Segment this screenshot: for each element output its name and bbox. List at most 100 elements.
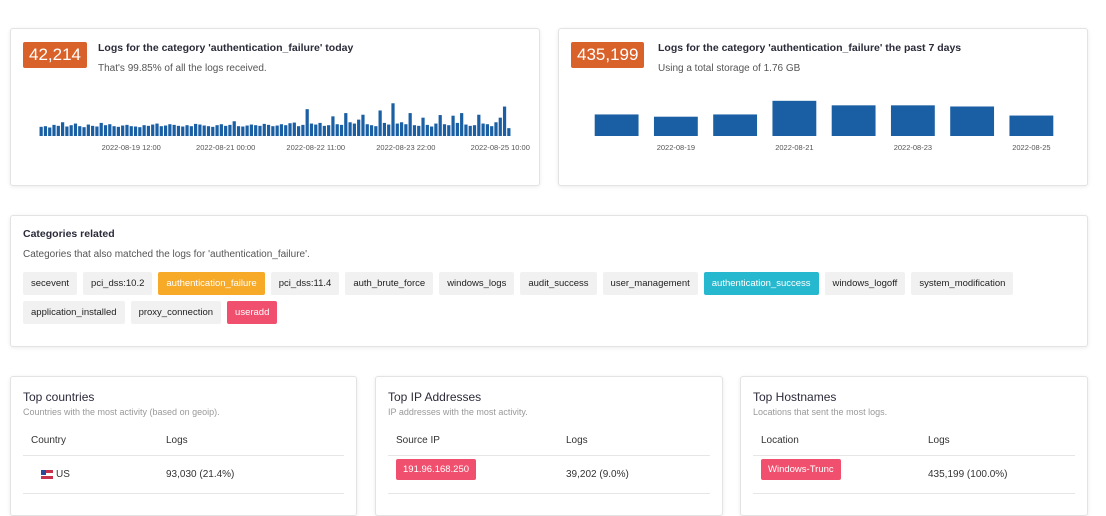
- card-title: Top countries: [23, 390, 95, 404]
- bar: [391, 103, 395, 136]
- category-tag[interactable]: windows_logoff: [824, 272, 906, 295]
- bar: [138, 127, 142, 136]
- bar: [713, 114, 758, 136]
- bar: [296, 126, 301, 136]
- tag-list: secevent pci_dss:10.2 authentication_failu…: [23, 272, 1063, 324]
- bar: [365, 124, 369, 136]
- bar: [434, 123, 438, 136]
- bar: [146, 125, 151, 136]
- card-subtitle: Countries with the most activity (based …: [23, 407, 220, 417]
- bar: [254, 125, 258, 136]
- category-tag[interactable]: auth_brute_force: [345, 272, 434, 295]
- x-tick-label: 2022-08-19 12:00: [102, 143, 161, 152]
- category-tag[interactable]: user_management: [602, 272, 698, 295]
- host-badge[interactable]: Windows-Trunc: [761, 459, 841, 480]
- ip-badge[interactable]: 191.96.168.250: [396, 459, 477, 480]
- divider: [388, 493, 710, 494]
- cell: 435,199 (100.0%): [928, 469, 1008, 480]
- bar: [279, 124, 284, 136]
- column-header: Logs: [928, 435, 950, 446]
- bar: [262, 123, 266, 136]
- bar: [399, 122, 404, 136]
- bar: [507, 128, 511, 136]
- bar: [65, 126, 69, 136]
- bar: [271, 126, 275, 136]
- bar: [198, 124, 202, 136]
- bar: [48, 127, 52, 136]
- bar: [442, 124, 447, 136]
- bar: [91, 125, 95, 136]
- x-tick-label: 2022-08-25 10:00: [471, 143, 530, 152]
- bar: [241, 126, 245, 136]
- bar: [236, 126, 241, 136]
- bar: [309, 123, 314, 136]
- category-tag[interactable]: system_modification: [911, 272, 1014, 295]
- bar: [421, 117, 425, 136]
- bar: [125, 124, 129, 136]
- bar: [112, 126, 116, 136]
- bar: [224, 125, 228, 136]
- bar: [133, 126, 138, 136]
- bar: [438, 115, 442, 136]
- category-tag[interactable]: application_installed: [23, 301, 125, 324]
- bar: [395, 123, 399, 136]
- category-tag[interactable]: windows_logs: [439, 272, 515, 295]
- category-tag[interactable]: secevent: [23, 272, 78, 295]
- column-header: Logs: [566, 435, 588, 446]
- bar: [1009, 115, 1054, 136]
- x-tick-label: 2022-08-21: [775, 143, 813, 152]
- card-subtitle: Using a total storage of 1.76 GB: [658, 63, 801, 74]
- bar: [52, 124, 56, 136]
- bar: [348, 122, 352, 136]
- bar: [378, 110, 382, 136]
- bar: [387, 124, 391, 136]
- bar: [425, 124, 429, 136]
- x-tick-label: 2022-08-23 22:00: [376, 143, 435, 152]
- chart: 2022-08-19 2022-08-21 2022-08-23 2022-08-25: [594, 100, 1054, 152]
- bar: [288, 123, 292, 136]
- category-tag[interactable]: useradd: [227, 301, 278, 324]
- card-subtitle: That's 99.85% of all the logs received.: [98, 63, 267, 74]
- bar: [327, 125, 331, 136]
- category-tag[interactable]: pci_dss:11.4: [270, 272, 340, 295]
- category-tag[interactable]: audit_success: [520, 272, 597, 295]
- category-tag[interactable]: proxy_connection: [130, 301, 222, 324]
- cell: US: [56, 469, 70, 480]
- bar: [78, 126, 82, 136]
- bar: [163, 125, 168, 136]
- bar: [185, 125, 189, 136]
- bar: [151, 124, 155, 136]
- bar: [301, 124, 305, 136]
- bar: [481, 123, 485, 136]
- bar: [245, 125, 249, 136]
- bar: [477, 114, 481, 136]
- chart-card: 42,214 Logs for the category 'authentica…: [10, 28, 540, 186]
- x-tick-label: 2022-08-21 00:00: [196, 143, 255, 152]
- category-tag[interactable]: authentication_success: [703, 272, 819, 295]
- bar: [408, 113, 412, 136]
- card-title: Top IP Addresses: [388, 390, 482, 404]
- x-tick-label: 2022-08-19: [657, 143, 695, 152]
- card-subtitle: Locations that sent the most logs.: [753, 407, 888, 417]
- bar: [99, 122, 103, 136]
- category-tag[interactable]: pci_dss:10.2: [83, 272, 153, 295]
- bar: [121, 125, 125, 136]
- bar: [73, 123, 78, 136]
- bar: [460, 113, 464, 136]
- bar: [653, 116, 698, 136]
- category-tag[interactable]: authentication_failure: [158, 272, 265, 295]
- bar: [468, 125, 472, 136]
- bar: [335, 124, 339, 136]
- bar: [344, 113, 348, 136]
- chart-card: 435,199 Logs for the category 'authentic…: [558, 28, 1088, 186]
- card-title: Top Hostnames: [753, 390, 837, 404]
- bar: [228, 124, 232, 136]
- bar: [472, 125, 477, 136]
- bar: [103, 125, 108, 136]
- bar: [339, 124, 344, 136]
- card-subtitle: IP addresses with the most activity.: [388, 407, 528, 417]
- bar: [357, 119, 361, 136]
- cell: 39,202 (9.0%): [566, 469, 629, 480]
- table-card: Top IP Addresses IP addresses with the m…: [375, 376, 723, 516]
- bar: [498, 117, 502, 136]
